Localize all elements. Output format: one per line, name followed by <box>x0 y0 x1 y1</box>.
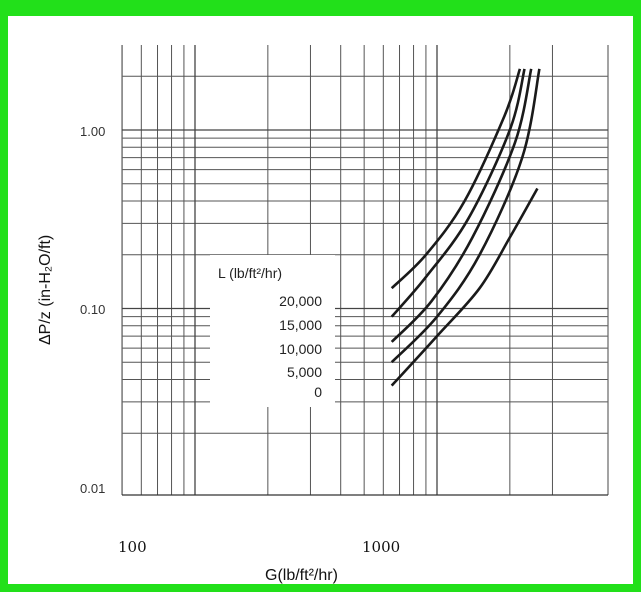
series-label: 15,000 <box>279 317 322 333</box>
x-axis-label: G(lb/ft²/hr) <box>265 567 338 584</box>
series-label: 0 <box>314 384 322 400</box>
series-line <box>390 68 541 364</box>
x-tick-label: 100 <box>118 538 147 556</box>
x-tick-label: 1000 <box>362 538 400 556</box>
series-line <box>390 68 533 343</box>
grid-major <box>121 45 609 496</box>
y-tick-label: 0.01 <box>80 481 105 496</box>
series-line <box>390 68 522 290</box>
y-tick-label: 0.10 <box>80 302 105 317</box>
y-axis-label: ΔP/z (in-H₂O/ft) <box>37 235 54 345</box>
series-label: 10,000 <box>279 341 322 357</box>
series-label: 20,000 <box>279 293 322 309</box>
legend-title: L (lb/ft²/hr) <box>218 265 282 281</box>
series-line <box>390 187 539 387</box>
series-label: 5,000 <box>287 364 322 380</box>
legend-background <box>210 255 335 407</box>
series-curves <box>390 68 541 387</box>
series-line <box>390 68 526 318</box>
y-tick-label: 1.00 <box>80 124 105 139</box>
